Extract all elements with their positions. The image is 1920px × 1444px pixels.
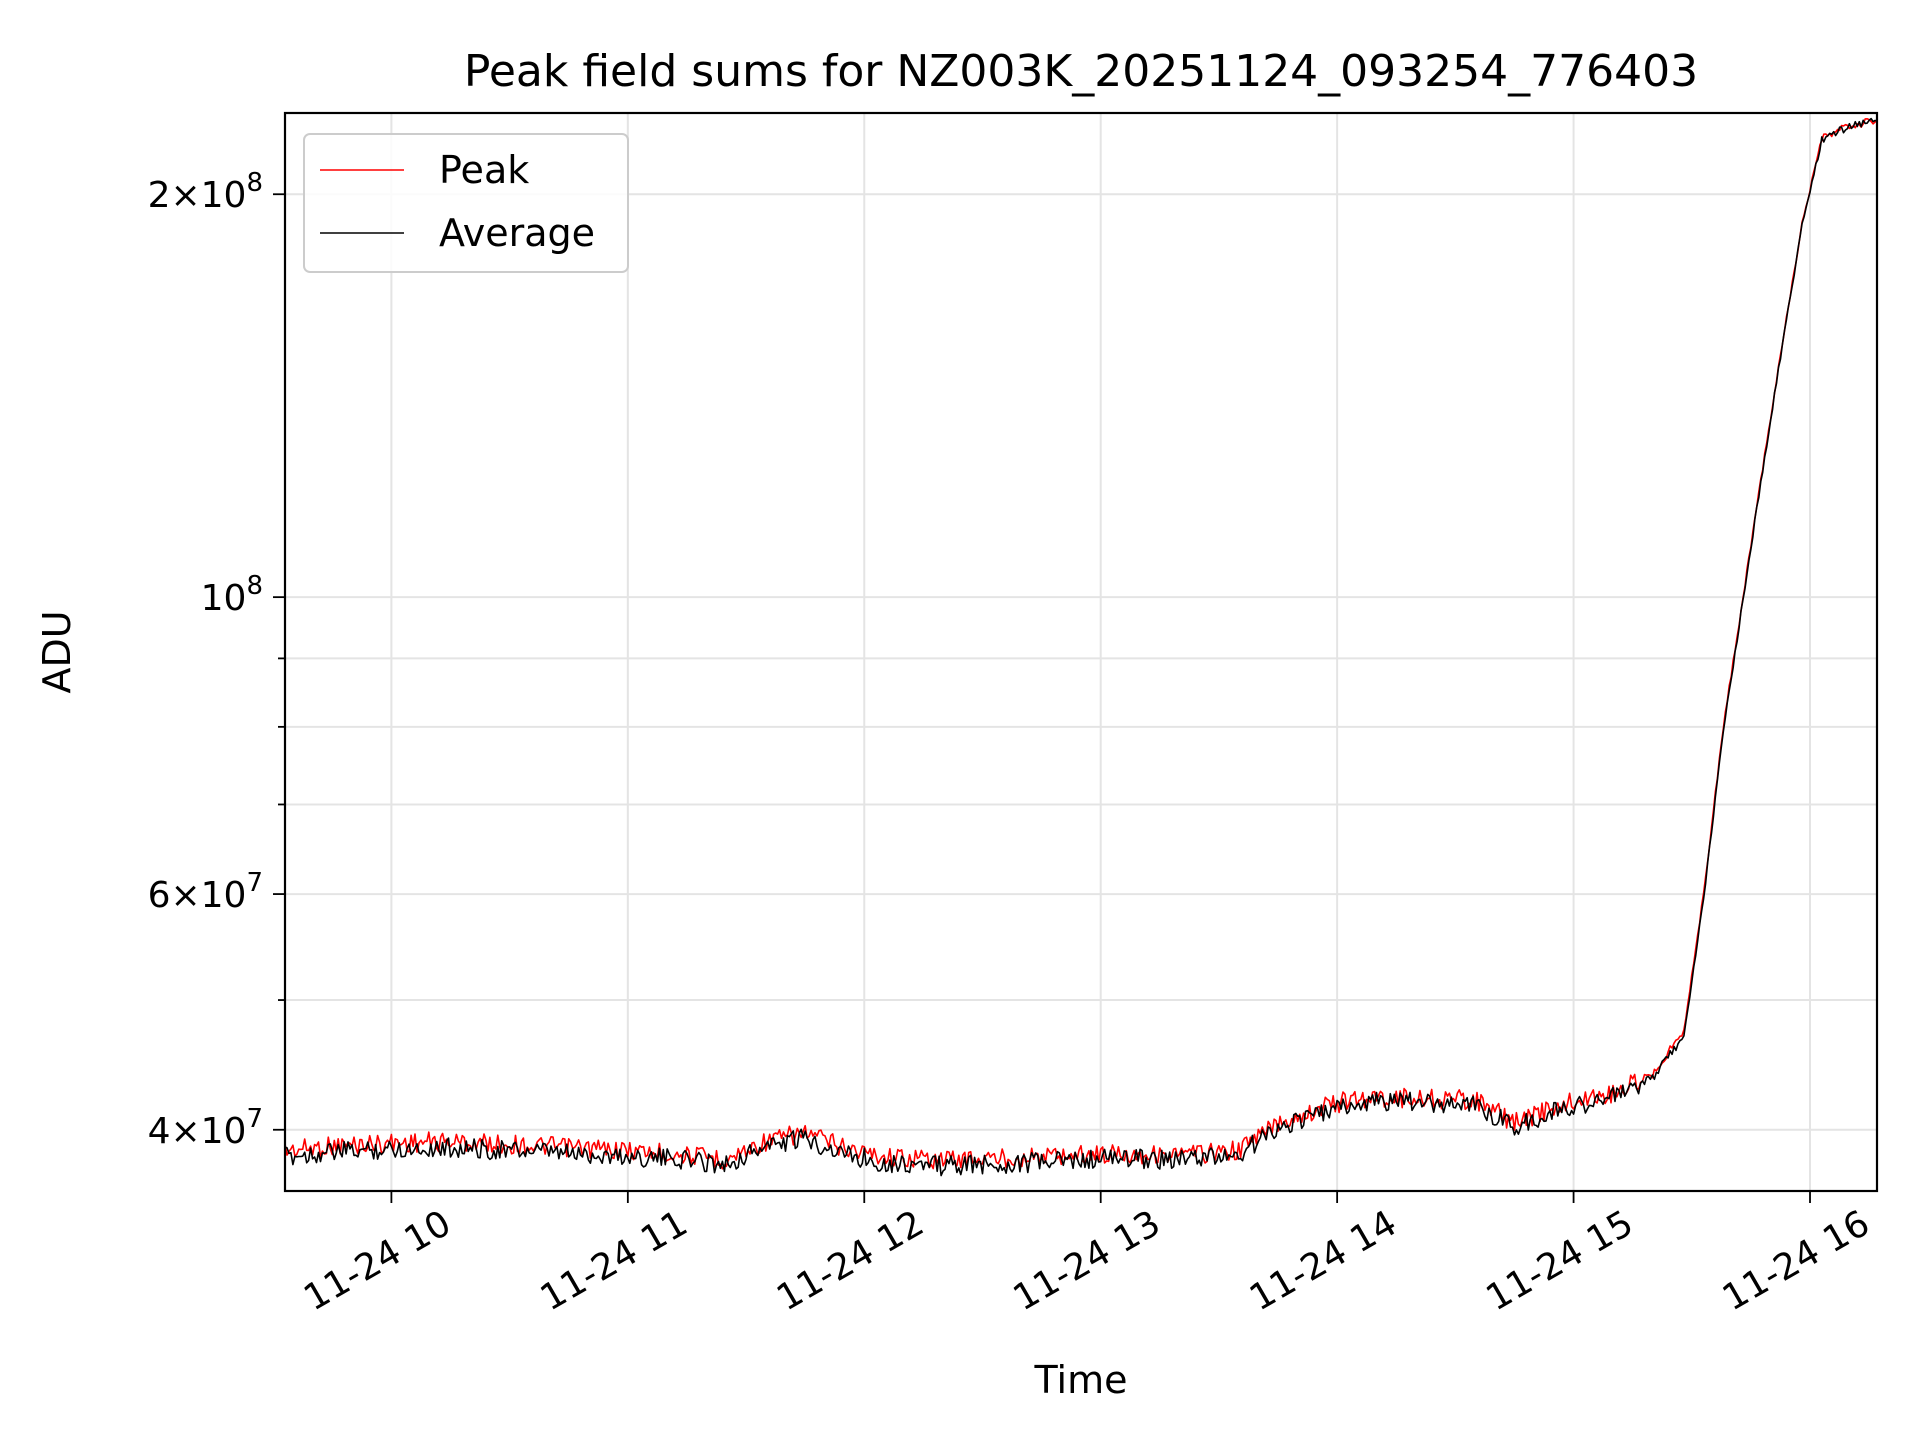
- series-layer: [284, 117, 1878, 1177]
- y-tick-label: 4×107: [148, 1104, 263, 1152]
- y-tick-exponent: 7: [246, 1104, 263, 1134]
- y-tick-exponent: 7: [246, 868, 263, 898]
- y-tick-times: ×: [170, 1111, 200, 1152]
- x-tick-label: 11-24 14: [1243, 1203, 1404, 1319]
- x-tick-label: 11-24 16: [1716, 1203, 1877, 1319]
- chart-title: Peak field sums for NZ003K_20251124_0932…: [464, 46, 1698, 97]
- y-tick-exponent: 8: [246, 571, 263, 601]
- y-tick-mantissa: 2: [148, 175, 171, 216]
- y-tick-label: 6×107: [148, 868, 263, 916]
- y-tick-base: 10: [201, 1111, 247, 1152]
- y-tick-label: 2×108: [148, 168, 263, 216]
- x-tick-label: 11-24 10: [297, 1203, 458, 1319]
- y-tick-base: 10: [201, 875, 247, 916]
- y-axis-label: ADU: [35, 610, 79, 693]
- y-tick-base: 10: [201, 578, 247, 619]
- grid-layer: [285, 113, 1877, 1191]
- y-tick-exponent: 8: [246, 168, 263, 198]
- series-line-average: [284, 117, 1878, 1177]
- x-axis-label: Time: [1034, 1358, 1128, 1402]
- legend-label-peak: Peak: [439, 148, 529, 192]
- y-tick-mantissa: 6: [148, 875, 171, 916]
- axes-frame: [283, 111, 1879, 1193]
- series-line-peak: [284, 118, 1878, 1170]
- legend: Peak Average: [303, 133, 629, 273]
- x-tick-label: 11-24 13: [1007, 1203, 1168, 1319]
- y-tick-times: ×: [170, 175, 200, 216]
- x-tick-label: 11-24 12: [770, 1203, 931, 1319]
- y-tick-base: 10: [201, 175, 247, 216]
- y-tick-mantissa: 4: [148, 1111, 171, 1152]
- legend-box: [303, 133, 629, 273]
- x-tick-label: 11-24 11: [534, 1203, 695, 1319]
- x-tick-label: 11-24 15: [1479, 1203, 1640, 1319]
- y-tick-label: 108: [201, 571, 263, 619]
- y-tick-times: ×: [170, 875, 200, 916]
- legend-label-average: Average: [439, 211, 595, 255]
